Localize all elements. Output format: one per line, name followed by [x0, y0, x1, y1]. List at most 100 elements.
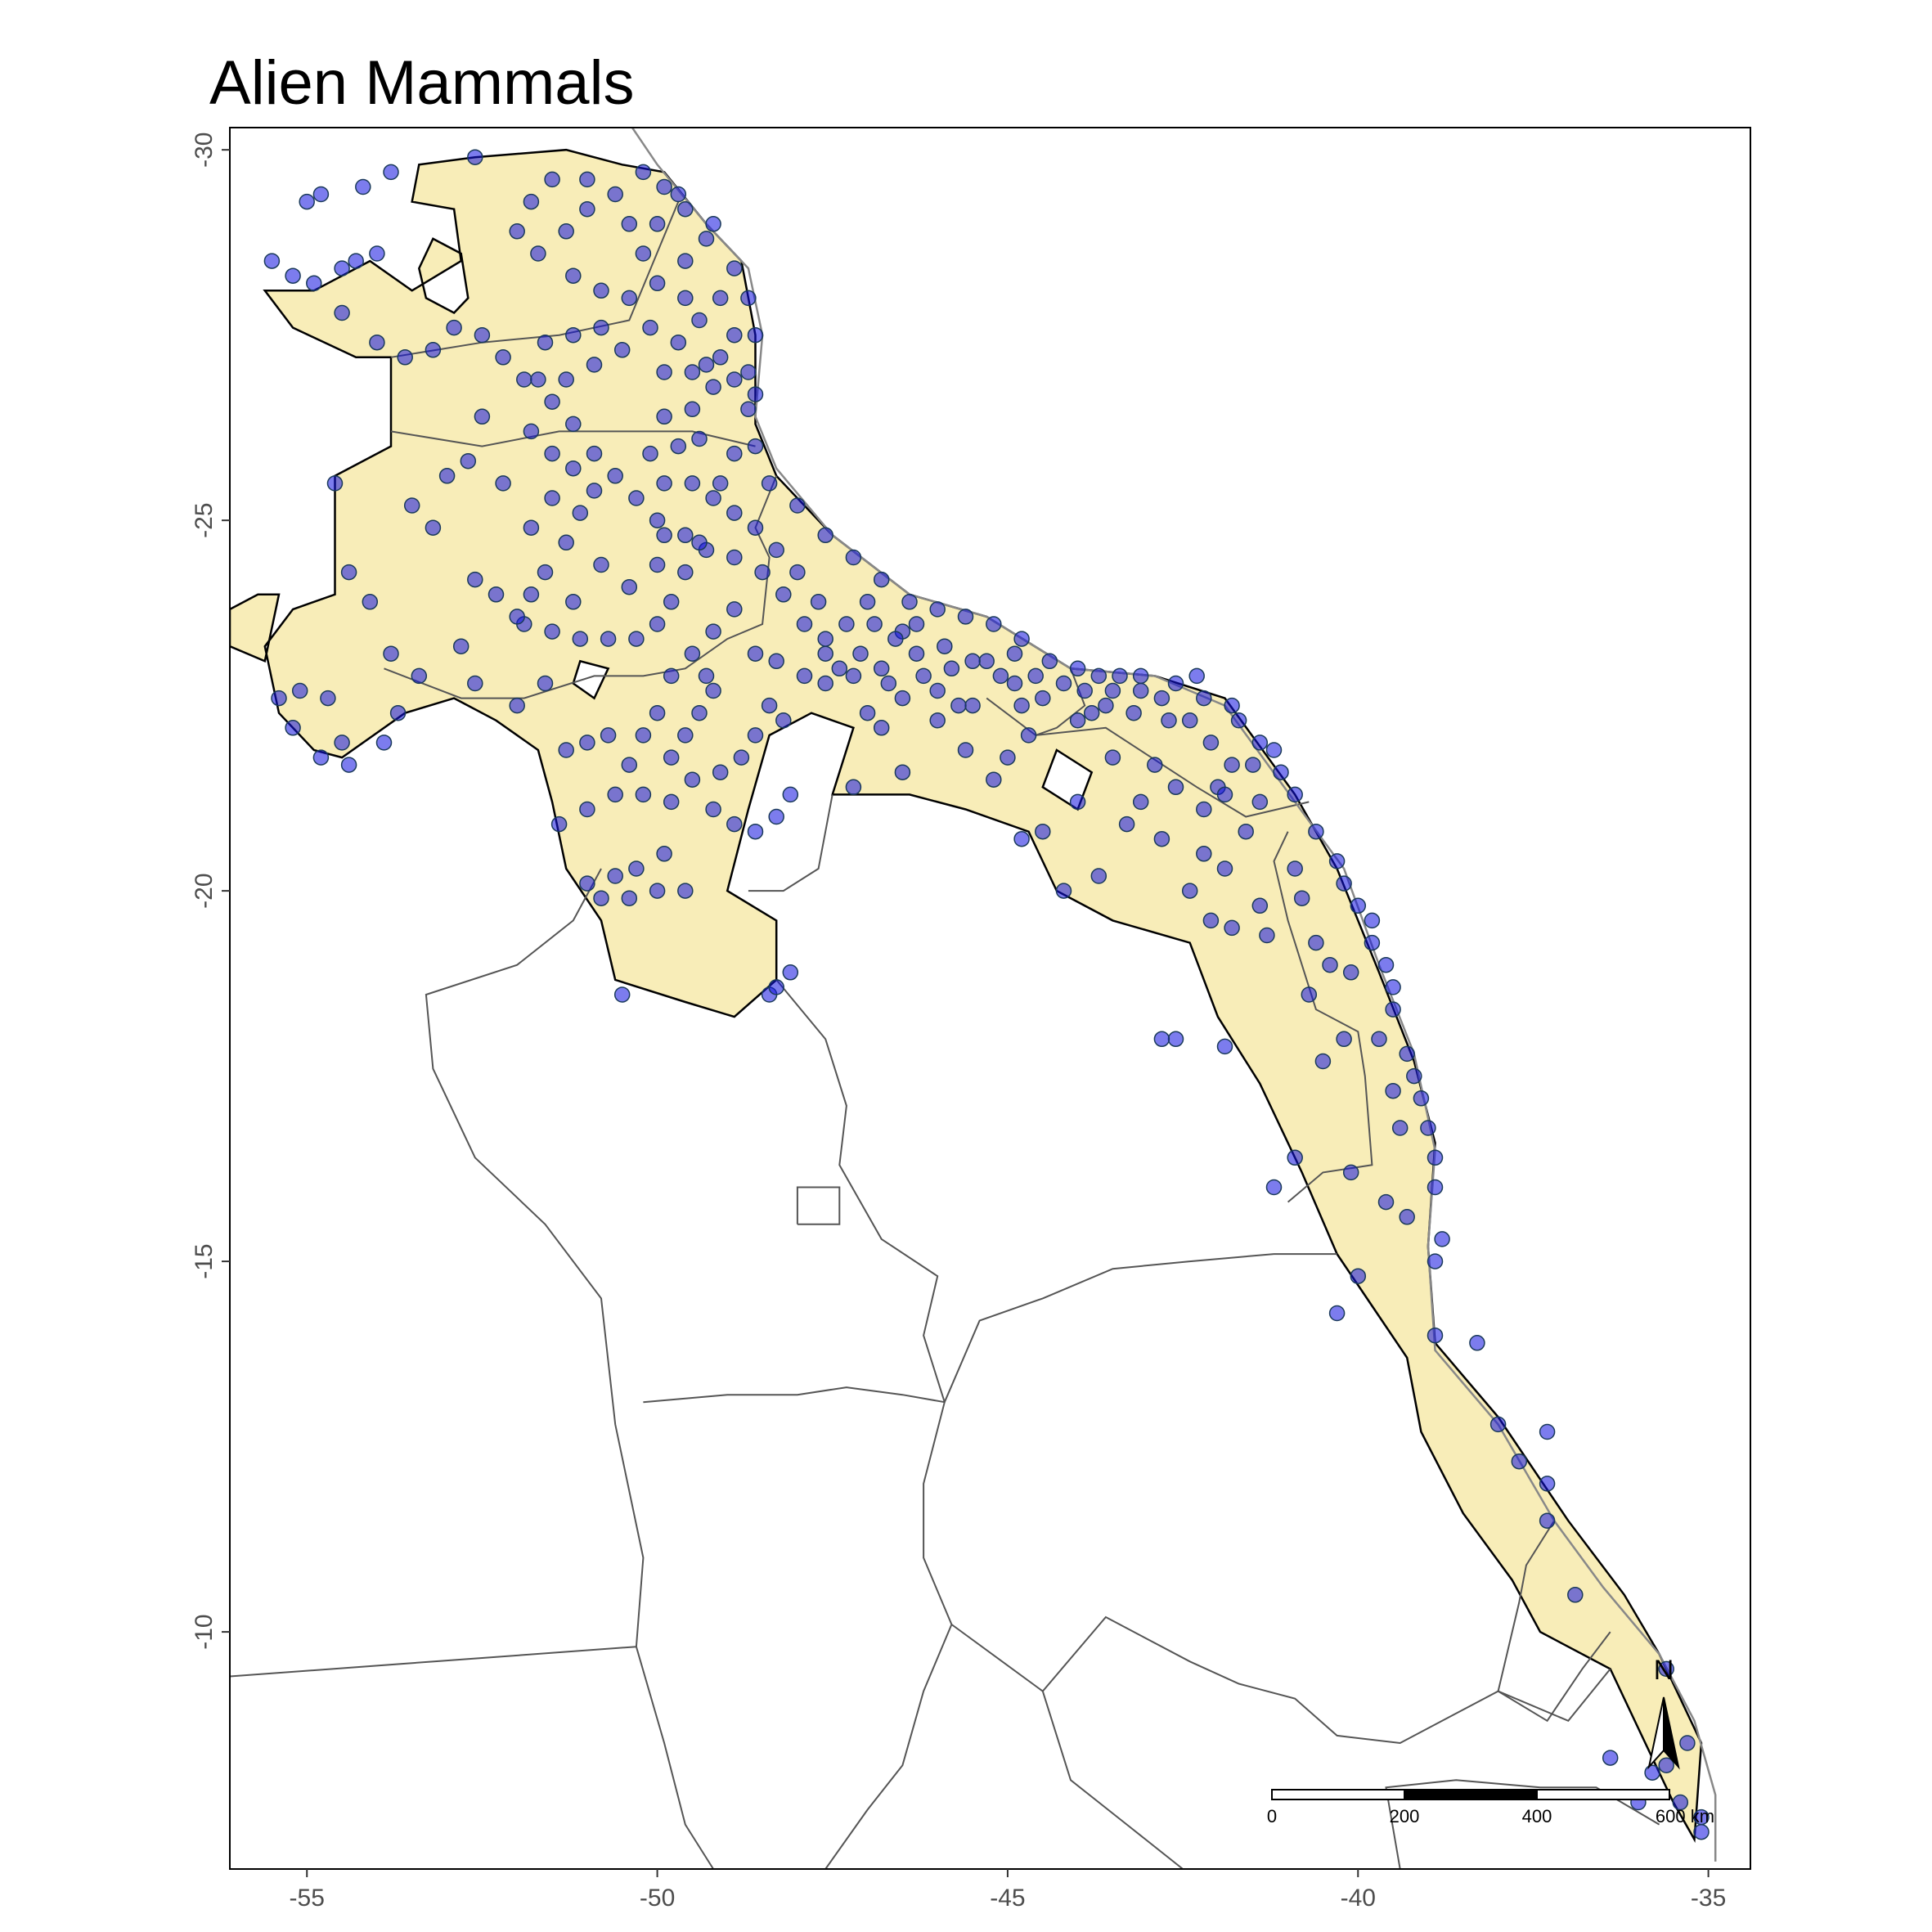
occurrence-point — [383, 645, 399, 662]
occurrence-point — [873, 571, 890, 588]
occurrence-point — [663, 594, 680, 610]
occurrence-point — [950, 697, 967, 714]
occurrence-point — [334, 735, 350, 751]
occurrence-point — [1489, 1416, 1507, 1433]
x-axis: -55 -50 -45 -40 -35 — [290, 1869, 1726, 1912]
occurrence-point — [929, 712, 946, 729]
occurrence-point — [768, 979, 784, 995]
occurrence-point — [1427, 1179, 1444, 1196]
occurrence-point — [586, 445, 603, 462]
occurrence-point — [712, 290, 729, 307]
occurrence-point — [1328, 1305, 1346, 1322]
occurrence-point — [467, 675, 483, 692]
occurrence-point — [873, 720, 890, 736]
scale-label-0: 0 — [1267, 1806, 1277, 1826]
occurrence-point — [375, 735, 393, 751]
occurrence-point — [726, 815, 743, 833]
occurrence-point — [495, 475, 511, 492]
occurrence-point — [1399, 1209, 1415, 1225]
occurrence-point — [530, 245, 546, 262]
occurrence-point — [438, 468, 456, 484]
occurrence-point — [740, 364, 757, 380]
occurrence-point — [558, 371, 574, 388]
occurrence-point — [845, 549, 862, 566]
occurrence-point — [1287, 860, 1303, 877]
scale-bar-segment-3 — [1536, 1789, 1670, 1800]
occurrence-point — [978, 653, 995, 670]
occurrence-point — [761, 697, 778, 714]
occurrence-point — [937, 638, 953, 654]
occurrence-point — [684, 475, 701, 492]
occurrence-point — [1013, 697, 1030, 714]
occurrence-point — [355, 178, 371, 195]
occurrence-point — [1287, 1149, 1303, 1166]
occurrence-point — [572, 505, 589, 521]
occurrence-point — [1027, 667, 1044, 685]
occurrence-point — [509, 223, 525, 240]
occurrence-point — [1035, 823, 1051, 840]
occurrence-point — [1644, 1764, 1660, 1781]
state-border-4 — [775, 979, 953, 1869]
occurrence-point — [1693, 1823, 1710, 1840]
occurrence-point — [1273, 764, 1289, 780]
occurrence-point — [649, 616, 666, 632]
occurrence-point — [726, 549, 743, 566]
occurrence-point — [670, 186, 687, 203]
occurrence-point — [1364, 934, 1381, 951]
occurrence-point — [1679, 1735, 1696, 1751]
occurrence-point — [775, 712, 792, 729]
occurrence-point — [747, 386, 764, 402]
occurrence-point — [446, 319, 462, 336]
occurrence-point — [1385, 1082, 1401, 1099]
occurrence-point — [747, 438, 764, 455]
map-title: Alien Mammals — [209, 48, 635, 118]
occurrence-point — [915, 667, 932, 685]
occurrence-point — [1293, 890, 1310, 906]
occurrence-point — [677, 883, 694, 899]
occurrence-point — [544, 623, 560, 640]
occurrence-point — [509, 697, 525, 714]
occurrence-point — [1196, 801, 1212, 818]
occurrence-point — [677, 564, 694, 581]
occurrence-point — [1083, 704, 1100, 721]
occurrence-point — [726, 326, 743, 344]
occurrence-point — [1069, 793, 1086, 811]
occurrence-point — [1539, 1423, 1556, 1440]
occurrence-point — [1693, 1808, 1710, 1826]
occurrence-point — [1427, 1253, 1444, 1269]
occurrence-point — [299, 193, 315, 210]
occurrence-point — [1406, 1067, 1422, 1085]
occurrence-point — [1112, 667, 1128, 685]
occurrence-point — [957, 742, 974, 758]
y-tick-label: -10 — [191, 1614, 218, 1649]
occurrence-point — [369, 245, 385, 262]
occurrence-point — [1413, 1090, 1430, 1107]
occurrence-point — [957, 609, 974, 625]
occurrence-point — [817, 675, 833, 692]
occurrence-point — [565, 416, 582, 433]
occurrence-point — [1224, 757, 1240, 773]
occurrence-point — [1385, 979, 1401, 995]
occurrence-point — [663, 793, 680, 811]
occurrence-point — [929, 601, 946, 618]
occurrence-point — [1188, 667, 1205, 685]
occurrence-point — [621, 290, 638, 307]
occurrence-point — [1132, 667, 1149, 685]
occurrence-point — [684, 364, 701, 380]
atlantic-forest-biome — [230, 148, 1703, 1844]
y-tick-label: -15 — [191, 1243, 218, 1278]
occurrence-point — [635, 245, 652, 262]
occurrence-point — [516, 371, 532, 388]
occurrence-point — [487, 586, 505, 603]
occurrence-point — [1377, 956, 1395, 973]
occurrence-point — [334, 304, 350, 321]
occurrence-point — [613, 342, 631, 358]
occurrence-point — [579, 200, 595, 218]
occurrence-point — [789, 497, 806, 514]
occurrence-point — [635, 164, 652, 181]
occurrence-point — [649, 275, 666, 292]
occurrence-point — [656, 475, 672, 492]
occurrence-point — [340, 564, 357, 581]
occurrence-point — [1153, 1031, 1170, 1048]
occurrence-point — [613, 986, 631, 1003]
